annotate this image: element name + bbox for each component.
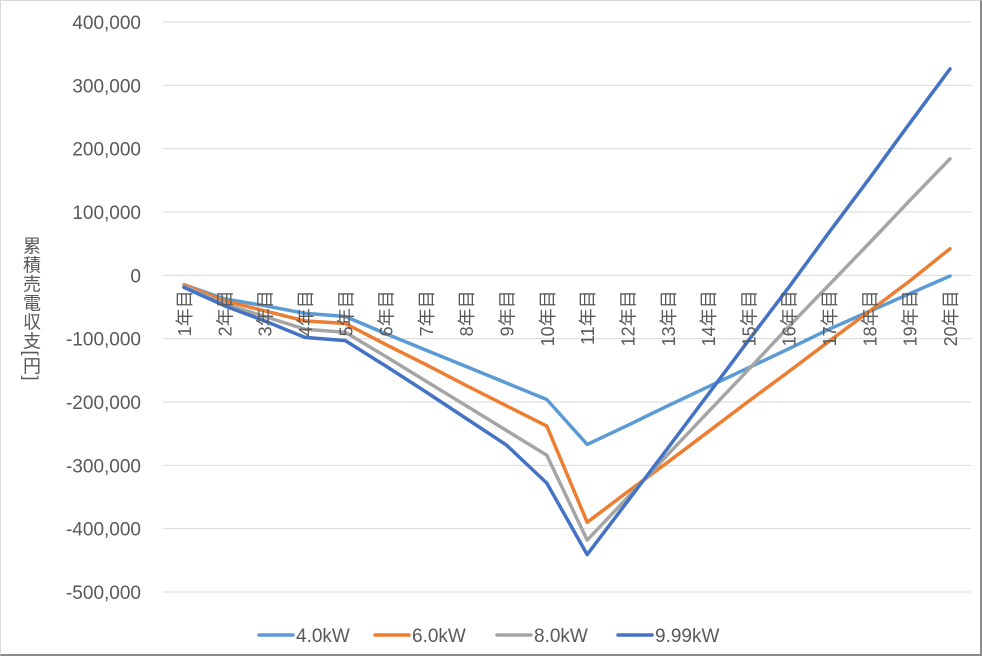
legend-label: 6.0kW (412, 626, 466, 647)
x-tick-label: 6年目 (377, 290, 397, 336)
x-axis-ticks: 1年目 2年目 3年目 4年目 5年目 6年目 7年目 8年目 9年目 10年目 11年目 12年目 1… (175, 290, 961, 346)
y-tick-label: -200,000 (66, 393, 141, 414)
series-line-6.0kW (182, 246, 952, 525)
legend: 4.0kW 6.0kW 8.0kW 9.99kW (257, 626, 719, 647)
y-tick-label: 300,000 (72, 76, 141, 97)
x-tick-label: 10年目 (538, 290, 558, 346)
series-lines (182, 67, 952, 557)
y-tick-label: -100,000 (66, 330, 141, 351)
legend-label: 9.99kW (655, 626, 719, 647)
x-tick-label: 16年目 (780, 290, 800, 346)
x-tick-label: 18年目 (860, 290, 880, 346)
x-tick-label: 5年目 (336, 290, 356, 336)
y-axis-label: 累積売電収支[円] (21, 236, 41, 381)
x-tick-label: 17年目 (820, 290, 840, 346)
x-tick-label: 11年目 (578, 290, 598, 345)
x-tick-label: 2年目 (215, 290, 235, 336)
x-tick-label: 13年目 (659, 290, 679, 346)
series-line-4.0kW (182, 274, 952, 447)
y-tick-label: 100,000 (72, 203, 141, 224)
x-tick-label: 7年目 (417, 290, 437, 336)
x-tick-label: 19年目 (901, 290, 921, 346)
x-tick-label: 9年目 (498, 290, 518, 336)
x-tick-label: 15年目 (739, 290, 759, 346)
y-axis-ticks: 400,000 300,000 200,000 100,000 0 -100,000 -20… (66, 13, 141, 604)
x-tick-label: 3年目 (256, 290, 276, 336)
x-tick-label: 4年目 (296, 290, 316, 336)
x-tick-label: 1年目 (175, 290, 195, 336)
y-tick-label: 200,000 (72, 140, 141, 161)
series-line-9.99kW (182, 67, 952, 557)
x-tick-label: 8年目 (457, 290, 477, 336)
gridlines (163, 21, 971, 593)
y-tick-label: 400,000 (72, 13, 141, 34)
x-tick-label: 12年目 (619, 290, 639, 346)
legend-label: 8.0kW (534, 626, 588, 647)
legend-label: 4.0kW (296, 626, 350, 647)
x-tick-label: 14年目 (699, 290, 719, 346)
y-tick-label: -500,000 (66, 583, 141, 604)
y-tick-label: -400,000 (66, 520, 141, 541)
y-tick-label: -300,000 (66, 456, 141, 477)
x-tick-label: 20年目 (941, 290, 961, 346)
y-tick-label: 0 (130, 266, 141, 287)
series-line-8.0kW (182, 157, 952, 542)
